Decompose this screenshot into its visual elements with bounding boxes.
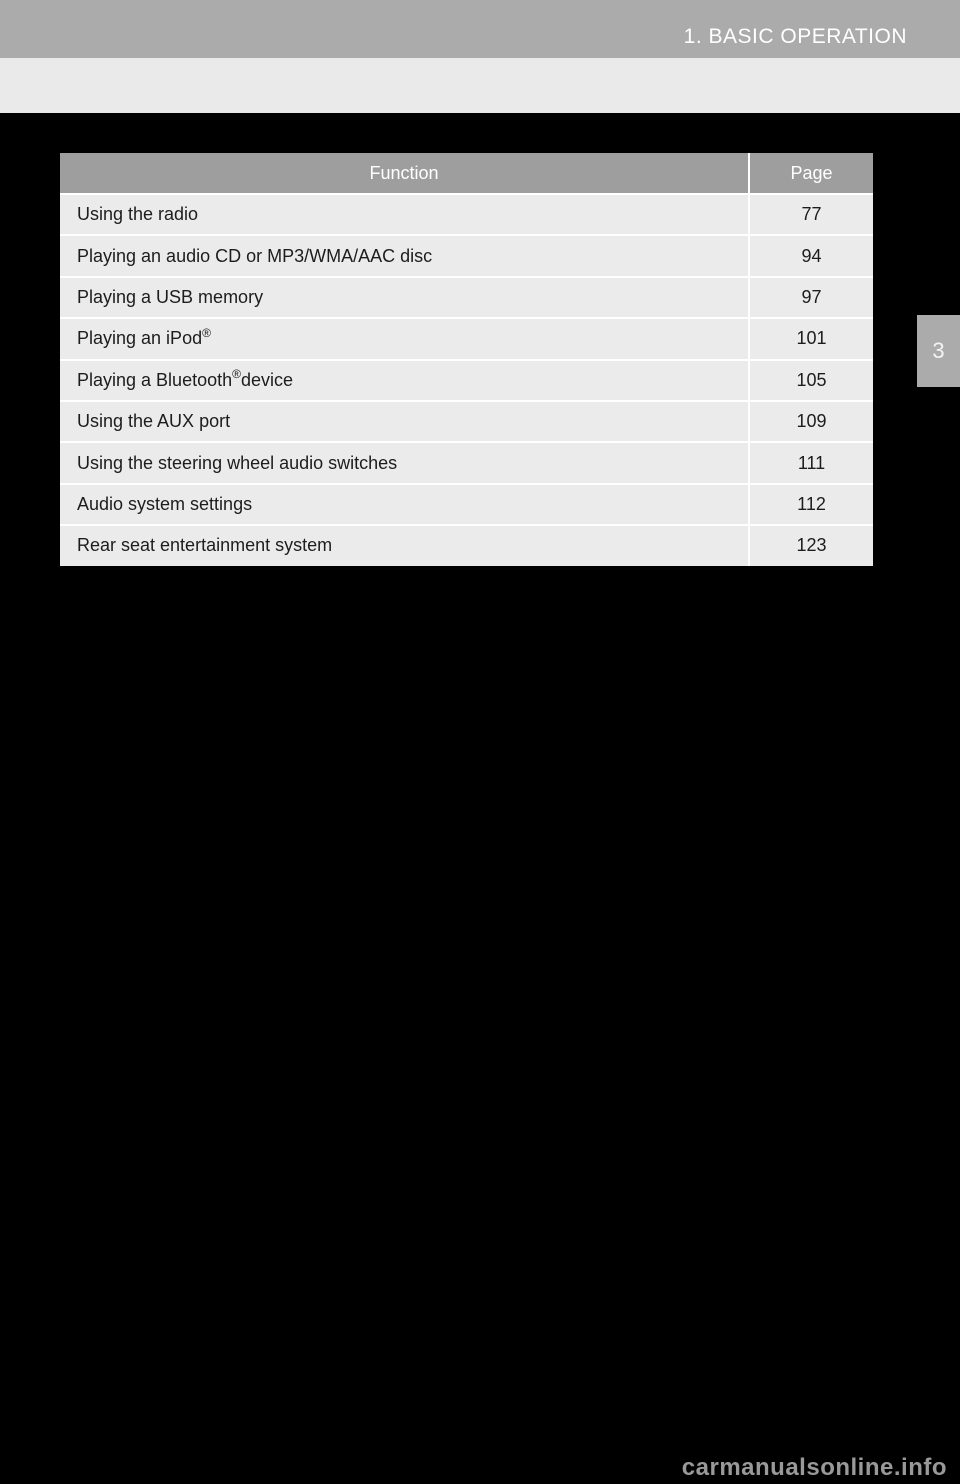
table-row: Playing an iPod ® 101 — [60, 319, 873, 359]
page-cell: 112 — [750, 484, 873, 525]
chapter-tab: 3 — [917, 315, 960, 387]
table-row: Rear seat entertainment system 123 — [60, 526, 873, 566]
page-cell: 77 — [750, 195, 873, 235]
page-cell: 111 — [750, 443, 873, 483]
function-cell: Playing a USB memory — [60, 277, 748, 318]
function-cell: Playing an audio CD or MP3/WMA/AAC disc — [60, 236, 748, 276]
page-cell: 101 — [750, 319, 873, 359]
table-row: Audio system settings 112 — [60, 484, 873, 525]
page-cell: 94 — [750, 236, 873, 276]
function-cell: Using the steering wheel audio switches — [60, 443, 748, 483]
table-row: Playing a Bluetooth ® device 105 — [60, 360, 873, 400]
table-row: Using the steering wheel audio switches 1… — [60, 443, 873, 483]
column-header-function: Function — [60, 153, 748, 193]
column-header-page: Page — [750, 153, 873, 193]
function-cell: Playing a Bluetooth ® device — [60, 360, 748, 400]
function-cell: Using the radio — [60, 195, 748, 235]
chapter-number: 3 — [932, 338, 945, 363]
page-cell: 123 — [750, 526, 873, 566]
table-row: Using the radio 77 — [60, 195, 873, 235]
watermark-text: carmanualsonline.info — [681, 1454, 947, 1481]
table-row: Using the AUX port 109 — [60, 401, 873, 442]
function-cell: Rear seat entertainment system — [60, 526, 748, 566]
page-cell: 105 — [750, 360, 873, 400]
page-cell: 109 — [750, 401, 873, 442]
table-row: Playing a USB memory 97 — [60, 277, 873, 318]
section-header-bar: 1. BASIC OPERATION — [0, 0, 960, 58]
function-cell: Playing an iPod ® — [60, 319, 748, 359]
function-page-table: Function Page Using the radio 77 Playing a… — [60, 153, 873, 566]
page-cell: 97 — [750, 277, 873, 318]
function-cell: Audio system settings — [60, 484, 748, 525]
header-strip — [0, 58, 960, 113]
table-row: Playing an audio CD or MP3/WMA/AAC disc 9… — [60, 236, 873, 276]
function-cell: Using the AUX port — [60, 401, 748, 442]
table-header-row: Function Page — [60, 153, 873, 193]
section-title: 1. BASIC OPERATION — [683, 25, 907, 48]
